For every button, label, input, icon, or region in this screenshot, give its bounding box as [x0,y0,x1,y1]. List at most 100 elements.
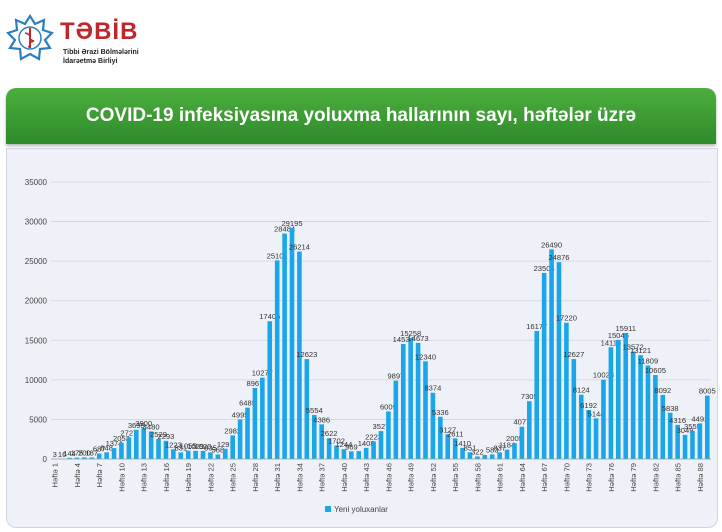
data-label: 14118 [601,338,622,347]
bar [467,452,473,459]
data-label: 4995 [232,410,249,419]
bar [74,457,80,459]
data-label: 12627 [563,350,584,359]
data-label: 26214 [289,243,310,252]
y-tick-label: 20000 [25,297,48,306]
data-label: 831 [174,443,187,452]
bar [282,233,287,459]
data-label: 2293 [157,432,174,441]
data-label: 13121 [630,346,651,355]
bar [489,454,495,459]
x-tick-label: Həftə 10 [117,463,126,492]
x-tick-label: Həftə 25 [229,463,238,492]
data-label: 1055 [180,442,197,451]
data-label: 144 [63,449,76,458]
bar [415,342,421,459]
x-tick-label: Həftə 64 [518,463,527,492]
data-label: 17220 [556,314,577,323]
data-label: 11809 [638,357,659,366]
data-label: 15911 [615,324,636,333]
bar [423,361,428,459]
data-label: 3527 [373,422,390,431]
data-label: 1029 [187,442,204,451]
brand-name: TƏBİB [60,18,139,45]
data-label: 322 [471,447,484,456]
x-tick-label: Həftə 82 [651,463,660,492]
bar [304,359,310,459]
banner-title: COVID-19 infeksiyasına yoluxma hallarını… [85,105,637,126]
data-label: 13572 [623,343,644,352]
data-label: 2053 [113,434,130,443]
bar [578,394,584,459]
bar [504,449,510,459]
data-label: 12623 [296,350,317,359]
bar [230,435,235,459]
data-label: 1702 [328,437,345,446]
bar [215,454,221,459]
bar [126,437,132,459]
data-label: 4077 [513,418,530,427]
bar [430,392,436,459]
bar [334,445,339,459]
data-label: 6009 [380,402,397,411]
bar [667,412,673,459]
data-label: 4316 [669,416,686,425]
data-label: 1374 [106,439,123,448]
bar [208,452,213,459]
data-label: 4492 [691,414,708,423]
x-tick-label: Həftə 49 [407,463,416,492]
y-tick-label: 25000 [25,257,48,266]
bar [623,333,629,459]
bar [386,411,391,459]
bar [393,380,399,459]
data-label: 1020 [195,442,212,451]
bar [378,431,384,459]
bar [267,321,273,459]
data-label: 835 [204,443,217,452]
data-label: 8374 [424,384,441,393]
bar [222,448,228,459]
data-label: 969 [345,442,358,451]
brand-subtitle: Tibbi Ərazi Bölmələrini İdarəetmə Birliy… [63,48,183,66]
bar [193,450,198,459]
data-label: 8124 [573,386,590,395]
bar [564,322,569,459]
data-label: 3049 [677,426,694,435]
data-label: 1410 [454,439,471,448]
bar [638,355,643,459]
x-tick-label: Həftə 70 [562,463,571,492]
data-label: 25101 [267,251,288,260]
data-label: 15258 [400,329,421,338]
bar [326,438,332,459]
bar [96,453,102,459]
x-tick-label: Həftə 4 [73,463,82,487]
bar [534,330,540,459]
bar [586,409,591,459]
bar [682,434,688,459]
data-label: 12340 [415,352,436,361]
bar [400,343,406,459]
bar [690,430,695,459]
data-label: 24876 [548,253,569,262]
bar [608,347,614,459]
bar [482,455,488,459]
bar [527,401,532,459]
bar [185,450,191,459]
data-label: 5838 [662,404,679,413]
data-label: 5144 [588,409,605,418]
x-tick-label: Həftə 22 [206,463,215,492]
bar [593,418,599,459]
x-tick-label: Həftə 34 [295,463,304,492]
data-label: 17406 [259,312,280,321]
medical-star-emblem-icon [6,14,54,61]
x-tick-label: Həftə 73 [585,463,594,492]
x-tick-label: Həftə 67 [540,463,549,492]
data-label: 23504 [534,264,555,273]
bar [445,434,451,459]
data-label: 6485 [239,399,256,408]
bar [341,449,347,459]
data-label: 848 [100,443,113,452]
bar [245,407,250,459]
data-label: 200 [78,448,91,457]
data-label: 2727 [120,428,137,437]
